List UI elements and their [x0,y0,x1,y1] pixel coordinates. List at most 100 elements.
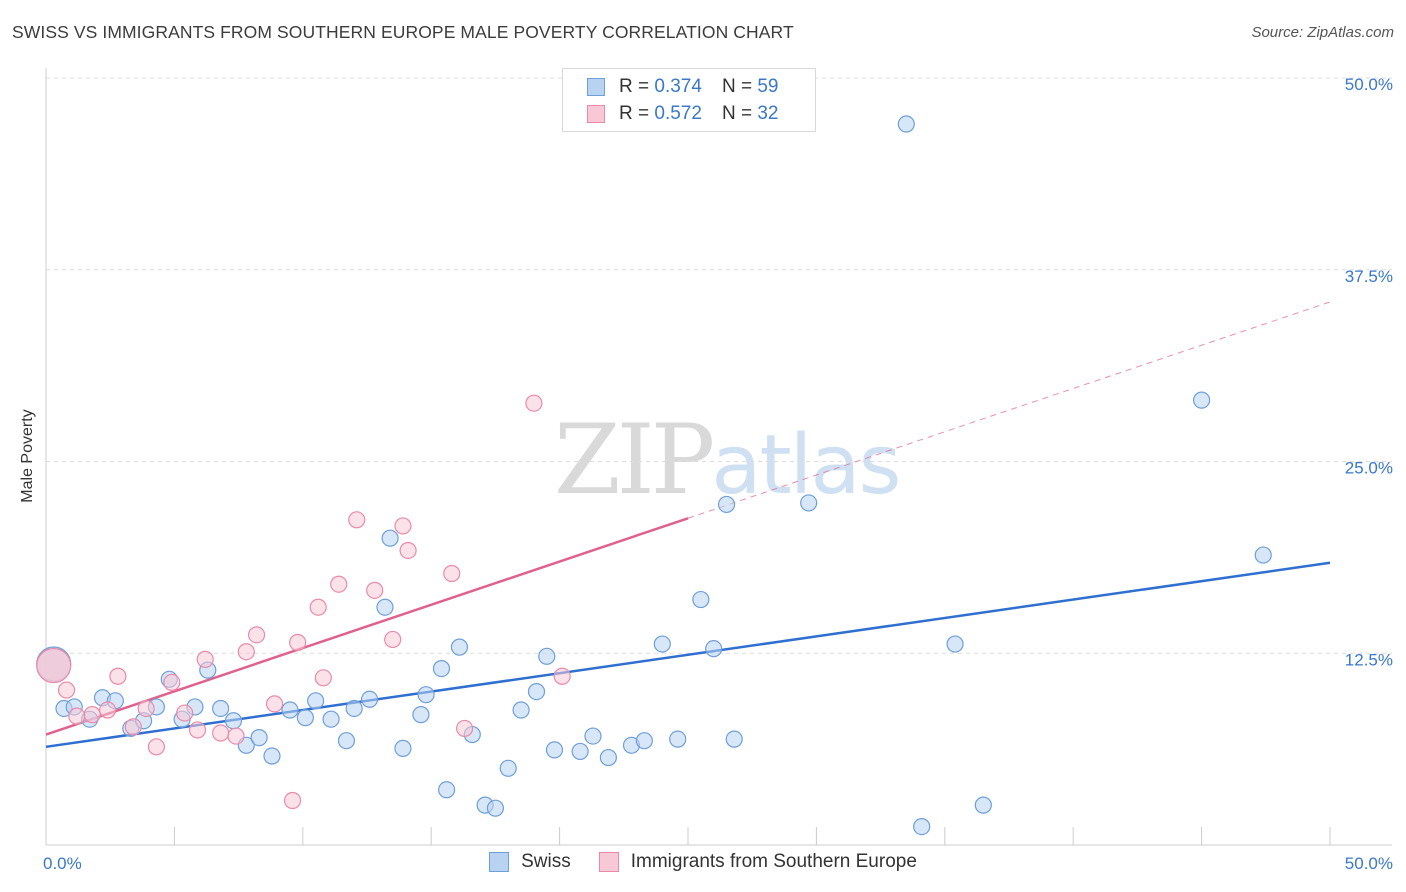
swiss-point [263,747,281,765]
swiss-point [450,638,469,656]
swiss-point [725,730,743,748]
immigrants-point [394,517,412,535]
immigrants-point [553,667,571,685]
swiss-point [281,701,299,719]
trendline-immigrants-extension [687,301,1331,519]
y-tick-label: 25.0% [1345,459,1393,478]
swiss-point [212,699,230,718]
legend-n-label: N = [721,103,753,124]
legend-n-value: 32 [757,103,779,124]
chart-title: SWISS VS IMMIGRANTS FROM SOUTHERN EUROPE… [12,22,794,42]
swiss-point [692,590,710,609]
watermark-zip: ZIP [554,404,715,516]
series-legend-immigrants: Immigrants from Southern Europe [598,851,917,873]
immigrants-point [212,724,230,742]
immigrants-point [57,681,76,699]
immigrants-point [265,695,284,713]
y-tick-label: 50.0% [1345,75,1393,94]
series-swatch-swiss [489,852,510,872]
swiss-point [296,709,314,727]
swiss-point [705,640,723,658]
swiss-point [974,796,992,814]
swiss-point [512,701,530,719]
swiss-point [394,739,412,757]
immigrants-point [36,647,72,684]
swiss-point [653,635,671,653]
watermark: ZIPatlas [554,404,901,516]
immigrants-point [330,575,348,593]
swiss-point [250,729,268,747]
swiss-point [499,759,517,777]
gridlines [46,77,1392,654]
axes [45,68,1392,846]
immigrants-point [147,738,166,756]
immigrants-point [137,699,155,718]
legend-n-value: 59 [757,76,779,97]
series-legend: Swiss Immigrants from Southern Europe [0,851,1406,873]
immigrants-point [109,667,127,685]
swiss-point [486,799,504,817]
swiss-point [1192,391,1211,409]
swiss-point [545,741,564,759]
immigrants-point [188,721,207,739]
immigrants-point [237,643,255,661]
legend-row-swiss: R = 0.374 N = 59 [587,76,778,98]
series-name-immigrants: Immigrants from Southern Europe [630,851,917,872]
swiss-point [1254,546,1272,564]
swiss-point [322,710,340,728]
y-tick-label: 12.5% [1345,650,1393,669]
legend-swatch-immigrants [587,105,605,123]
series-swatch-immigrants [598,852,619,872]
swiss-point [717,495,736,514]
immigrants-point [227,727,245,745]
trendline-immigrants [45,517,689,736]
immigrants-point [314,669,332,687]
swiss-point [527,682,546,701]
swiss-point [337,732,356,750]
legend-r-label: R = [619,76,650,97]
swiss-point [538,647,556,665]
immigrants-point [196,650,214,668]
immigrants-point [283,791,302,810]
swiss-point [345,699,363,718]
swiss-point [360,690,379,708]
swiss-point [800,494,818,512]
immigrants-point [247,626,266,644]
tick-labels: 12.5% 25.0% 37.5% 50.0% 0.0% 50.0% [43,75,1393,873]
swiss-point [381,529,399,547]
immigrants-point [163,673,181,691]
legend-swatch-swiss [587,78,605,96]
immigrants-point [309,598,327,616]
series-legend-swiss: Swiss [489,851,571,873]
series-name-swiss: Swiss [521,851,571,872]
immigrants-point [455,719,474,738]
swiss-point [897,115,915,133]
immigrants-point [348,511,366,529]
source-label: Source: ZipAtlas.com [1251,24,1394,41]
immigrants-point [176,704,194,722]
swiss-point [376,598,394,616]
x-tick-label: 50.0% [1345,854,1393,873]
immigrants-point [289,633,307,652]
swiss-point [417,686,435,704]
swiss-point [412,706,430,724]
swiss-point [635,732,653,750]
immigrants-point [124,718,142,736]
immigrants-point [443,564,461,583]
y-tick-label: 37.5% [1345,267,1393,286]
immigrants-point [399,541,417,560]
x-tick-label: 0.0% [43,854,82,873]
swiss-point [913,817,931,836]
immigrants-point [99,701,117,719]
legend-r-value: 0.374 [654,76,702,97]
legend-row-immigrants: R = 0.572 N = 32 [587,103,778,125]
swiss-point [571,742,589,761]
immigrants-point [366,581,384,599]
swiss-point [584,727,602,745]
swiss-point [599,748,617,767]
trendlines [45,301,1331,749]
trendline-swiss [45,561,1331,749]
swiss-point [946,635,964,653]
swiss-point [307,692,325,710]
